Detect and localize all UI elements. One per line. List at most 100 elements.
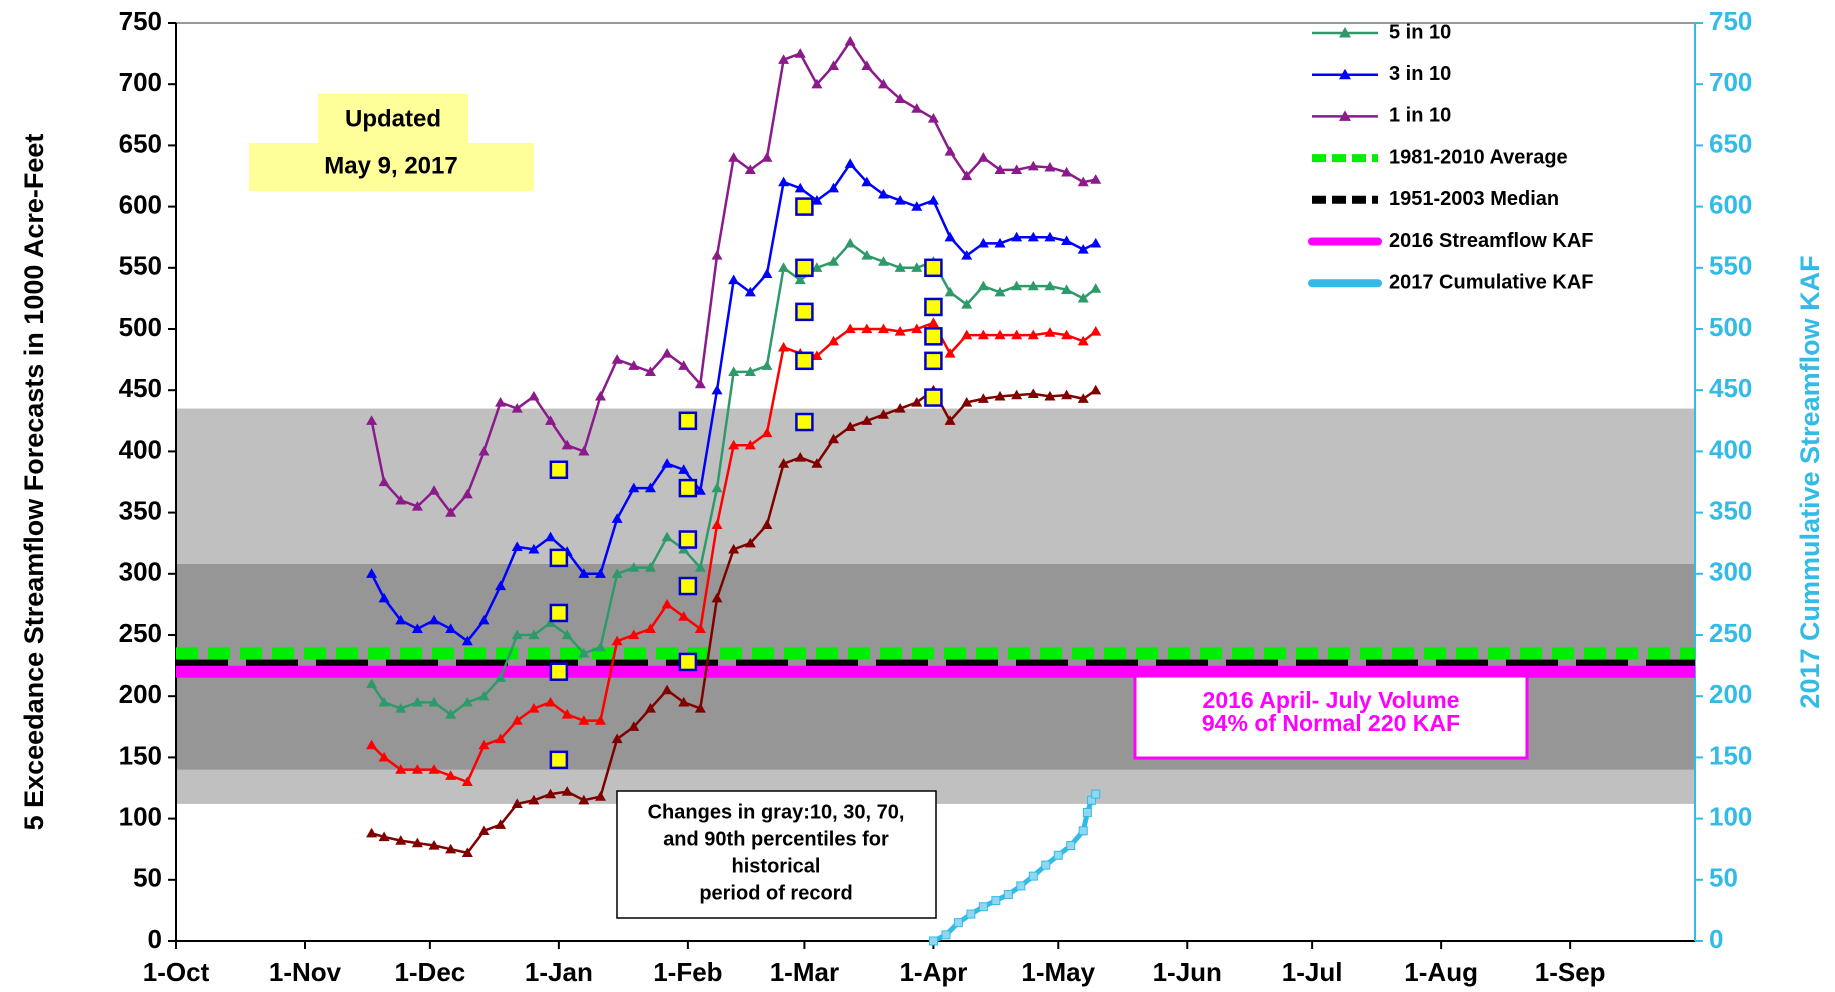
forecast-marker bbox=[628, 360, 640, 370]
forecast-marker bbox=[994, 286, 1006, 297]
x-tick-label: 1-Apr bbox=[899, 957, 967, 987]
forecast-marker bbox=[644, 562, 656, 572]
forecast-marker bbox=[661, 684, 673, 695]
forecast-marker bbox=[661, 347, 673, 358]
y-tick-label: 150 bbox=[119, 740, 162, 770]
forecast-marker bbox=[644, 482, 656, 493]
forecast-marker bbox=[811, 262, 823, 272]
forecast-marker bbox=[877, 409, 889, 419]
cumulative-marker bbox=[941, 930, 951, 940]
forecast-marker bbox=[1044, 161, 1056, 172]
note-text: and 90th percentiles for bbox=[663, 828, 889, 850]
cumulative-marker bbox=[1041, 860, 1051, 870]
forecast-marker bbox=[528, 702, 540, 713]
forecast-marker bbox=[828, 335, 840, 346]
forecast-marker bbox=[594, 641, 606, 652]
forecast-marker bbox=[1061, 166, 1073, 177]
legend-label: 2016 Streamflow KAF bbox=[1389, 230, 1594, 252]
cumulative-marker bbox=[978, 902, 988, 912]
forecast-marker bbox=[528, 794, 540, 805]
forecast-marker bbox=[445, 507, 457, 517]
forecast-marker bbox=[927, 317, 939, 328]
y-axis-label: 5 Exceedance Streamflow Forecasts in 100… bbox=[19, 134, 49, 831]
forecast-marker bbox=[411, 500, 423, 511]
forecast-marker bbox=[478, 690, 490, 701]
y-tick-label: 500 bbox=[119, 312, 162, 342]
forecast-marker bbox=[578, 715, 590, 725]
forecast-marker bbox=[528, 543, 540, 554]
forecast-marker bbox=[861, 323, 873, 334]
y2-tick-label: 100 bbox=[1709, 801, 1752, 831]
forecast-marker bbox=[395, 702, 407, 713]
forecast-marker bbox=[877, 323, 889, 334]
y2-axis-label: 2017 Cummulative Streamflow KAF bbox=[1795, 255, 1825, 708]
forecast-marker bbox=[395, 764, 407, 774]
volume-box bbox=[1133, 674, 1529, 760]
forecast-marker bbox=[1077, 292, 1089, 303]
x-tick-label: 1-Mar bbox=[770, 957, 839, 987]
forecast-marker bbox=[961, 329, 973, 340]
forecast-marker bbox=[1044, 280, 1056, 291]
forecast-marker bbox=[678, 696, 690, 707]
note-box bbox=[616, 790, 937, 919]
forecast-marker bbox=[694, 485, 706, 495]
forecast-marker bbox=[728, 366, 740, 376]
forecast-marker bbox=[861, 250, 873, 260]
forecast-marker bbox=[428, 485, 440, 495]
forecast-marker bbox=[495, 396, 507, 407]
forecast-marker bbox=[545, 696, 557, 707]
forecast-marker bbox=[528, 390, 540, 401]
forecast-marker bbox=[961, 299, 973, 309]
cumulative-marker bbox=[1078, 826, 1088, 836]
forecast-marker bbox=[911, 201, 923, 211]
forecast-marker bbox=[1027, 329, 1039, 340]
forecast-marker bbox=[794, 452, 806, 462]
forecast-marker bbox=[366, 415, 378, 425]
y-tick-label: 0 bbox=[148, 924, 162, 954]
legend-marker bbox=[1339, 68, 1351, 80]
official-forecast bbox=[795, 302, 814, 322]
forecast-marker bbox=[761, 268, 773, 279]
official-forecast bbox=[549, 603, 569, 623]
forecast-marker bbox=[1090, 325, 1102, 336]
forecast-marker bbox=[844, 323, 856, 334]
forecast-marker bbox=[977, 237, 989, 248]
forecast-marker bbox=[511, 629, 523, 640]
forecast-marker bbox=[594, 568, 606, 578]
forecast-marker bbox=[461, 776, 473, 787]
x-tick-label: 1-Sep bbox=[1535, 957, 1606, 987]
forecast-marker bbox=[711, 592, 723, 603]
note-text: historical bbox=[732, 855, 821, 877]
forecast-marker bbox=[366, 739, 378, 750]
forecast-marker bbox=[445, 709, 457, 719]
y2-tick-label: 450 bbox=[1709, 373, 1752, 403]
forecast-marker bbox=[894, 262, 906, 272]
y2-tick-label: 150 bbox=[1709, 740, 1752, 770]
x-tick-label: 1-Jun bbox=[1153, 957, 1222, 987]
forecast-marker bbox=[1011, 389, 1023, 400]
forecast-marker bbox=[794, 274, 806, 285]
forecast-marker bbox=[1044, 327, 1056, 337]
x-tick-label: 1-May bbox=[1021, 957, 1095, 987]
forecast-marker bbox=[644, 366, 656, 376]
forecast-marker bbox=[711, 250, 723, 260]
y-tick-label: 50 bbox=[133, 863, 162, 893]
forecast-marker bbox=[1027, 280, 1039, 291]
y2-tick-label: 250 bbox=[1709, 618, 1752, 648]
forecast-marker bbox=[877, 188, 889, 199]
forecast-marker bbox=[511, 403, 523, 413]
cumulative-marker bbox=[1053, 850, 1063, 860]
forecast-marker bbox=[1011, 231, 1023, 242]
forecast-marker bbox=[894, 403, 906, 413]
forecast-marker bbox=[661, 531, 673, 542]
forecast-marker bbox=[944, 231, 956, 242]
volume-text: 2016 April- July Volume bbox=[1203, 687, 1460, 713]
forecast-marker bbox=[828, 433, 840, 444]
official-forecast bbox=[795, 412, 814, 432]
forecast-marker bbox=[611, 354, 623, 364]
forecast-marker bbox=[828, 182, 840, 193]
forecast-marker bbox=[761, 427, 773, 438]
forecast-marker bbox=[511, 541, 523, 551]
forecast-marker bbox=[411, 623, 423, 634]
forecast-marker bbox=[611, 568, 623, 578]
